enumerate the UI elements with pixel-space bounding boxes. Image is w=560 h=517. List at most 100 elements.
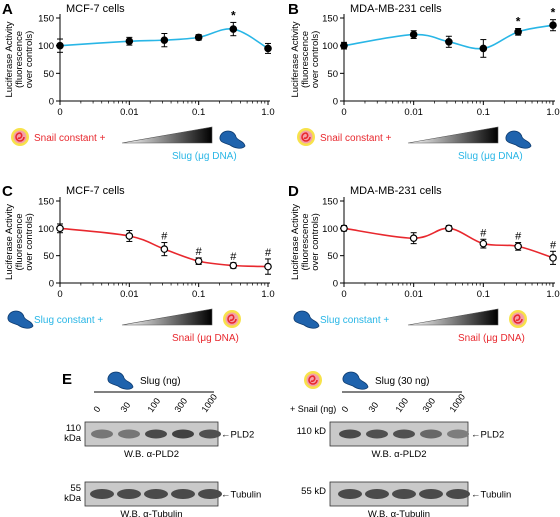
x-tick-label: 1.0 [546, 289, 559, 300]
dose-gradient-wedge [407, 126, 499, 144]
y-axis-label-line: over controls) [310, 31, 321, 89]
pld2-band [118, 429, 140, 439]
data-point [264, 44, 272, 53]
molecular-weight-label: 110 kD [297, 426, 327, 437]
snail-icon [304, 371, 322, 389]
y-tick-label: 0 [333, 279, 338, 290]
gradient-label: Slug (μg DNA) [172, 151, 237, 162]
panel-title: MCF-7 cells [66, 3, 125, 15]
y-axis-label-line: (fluorescence [300, 31, 311, 88]
y-axis-label-line: Luciferase Activity [290, 21, 301, 97]
tubulin-band [117, 489, 141, 499]
lane-label: 1000 [199, 392, 219, 414]
x-tick-label: 0.01 [404, 107, 423, 118]
lane-label: 30 [366, 400, 380, 414]
target-label: ←Tubulin [221, 490, 261, 501]
y-axis-label-line: over controls) [24, 213, 35, 271]
pld2-band [91, 429, 113, 439]
constant-label: Slug constant + [320, 315, 389, 326]
panel-letter: C [2, 183, 13, 200]
row-prefix: + Snail (ng) [290, 404, 336, 414]
x-tick-label: 0.1 [192, 289, 205, 300]
data-point [479, 44, 488, 53]
lane-label: 300 [420, 396, 437, 414]
data-point [56, 224, 64, 233]
tubulin-band [90, 489, 114, 499]
pld2-band [393, 429, 415, 439]
lane-label: 0 [339, 404, 350, 414]
significance-hash: # [161, 231, 168, 243]
pld2-band [145, 429, 167, 439]
x-tick-label: 0 [57, 289, 62, 300]
data-point [479, 239, 488, 248]
pld2-band [172, 429, 194, 439]
x-tick-label: 1.0 [546, 107, 559, 118]
x-tick-label: 0 [341, 289, 346, 300]
snail-icon-spiral [513, 314, 523, 324]
panel-title: MCF-7 cells [66, 185, 125, 197]
data-point [514, 242, 522, 251]
slug-icon [219, 130, 246, 149]
target-label: ←Tubulin [471, 490, 511, 501]
data-point [514, 28, 522, 36]
snail-icon-spiral [15, 132, 25, 142]
pld2-band [447, 429, 469, 439]
molecular-weight-label: 55 kD [301, 486, 326, 497]
data-point [56, 41, 64, 50]
y-tick-label: 50 [43, 251, 54, 262]
y-axis-label-line: Luciferase Activity [4, 21, 15, 97]
x-tick-label: 1.0 [261, 289, 274, 300]
snail-icon [509, 310, 527, 328]
chart-panel-d: D MDA-MB-231 cells Luciferase Activity (flu… [288, 183, 560, 344]
y-axis-label-line: (fluorescence [14, 213, 25, 270]
fit-curve [343, 227, 554, 259]
significance-hash: # [480, 227, 487, 239]
data-point [160, 36, 169, 44]
tubulin-band [446, 489, 470, 499]
y-axis-label-line: over controls) [24, 31, 35, 89]
slug-icon [107, 371, 134, 390]
x-tick-label: 0 [57, 107, 62, 118]
x-tick-label: 0 [341, 107, 346, 118]
tubulin-band [338, 489, 362, 499]
lane-label: 0 [91, 404, 102, 414]
x-tick-label: 1.0 [261, 107, 274, 118]
data-point [549, 254, 557, 262]
significance-hash: # [196, 246, 203, 258]
molecular-weight-label: kDa [64, 493, 82, 504]
gradient-label: Snail (μg DNA) [172, 333, 239, 344]
slug-icon [293, 310, 320, 329]
x-tick-label: 0.01 [404, 289, 423, 300]
x-tick-label: 0.01 [120, 289, 139, 300]
chart-panel-a: A MCF-7 cells Luciferase Activity (fluoresc… [2, 1, 275, 162]
panel-letter: B [288, 1, 299, 18]
y-tick-label: 150 [38, 14, 54, 25]
blot-caption: W.B. α-Tubulin [120, 509, 182, 517]
data-point [549, 21, 557, 29]
blot-panel-f: FSlug (30 ng)+ Snail (ng)030100300100011… [290, 371, 511, 517]
gradient-label: Snail (μg DNA) [458, 333, 525, 344]
dose-gradient-wedge [407, 308, 499, 326]
slug-icon [505, 130, 532, 149]
data-point [409, 30, 418, 39]
panel-title: MDA-MB-231 cells [350, 185, 442, 197]
lane-label: 100 [145, 396, 162, 414]
tubulin-band [392, 489, 416, 499]
data-point [409, 234, 418, 242]
blot-header: Slug (ng) [140, 376, 181, 387]
y-tick-label: 50 [327, 251, 338, 262]
blot-header: Slug (30 ng) [375, 376, 429, 387]
lane-label: 30 [118, 400, 132, 414]
data-point [125, 232, 134, 240]
chart-panel-b: B MDA-MB-231 cells Luciferase Activity (flu… [288, 1, 560, 162]
panel-letter: D [288, 183, 299, 200]
snail-icon [297, 128, 315, 146]
pld2-band [420, 429, 442, 439]
panel-letter: A [2, 1, 13, 18]
y-tick-label: 100 [322, 224, 338, 235]
y-tick-label: 150 [322, 14, 338, 25]
x-tick-label: 0.01 [120, 107, 139, 118]
constant-label: Slug constant + [34, 315, 103, 326]
